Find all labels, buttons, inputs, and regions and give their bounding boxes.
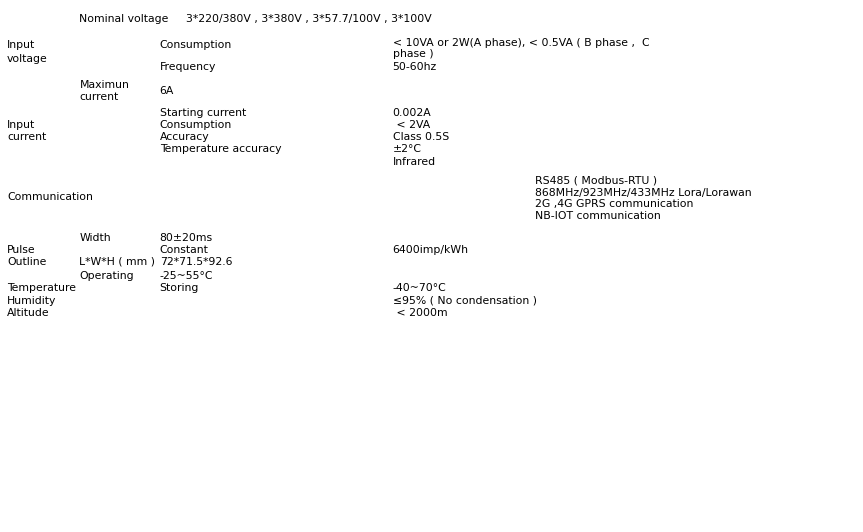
Text: Starting current: Starting current (160, 108, 246, 118)
Text: phase ): phase ) (393, 49, 433, 59)
Text: L*W*H ( mm ): L*W*H ( mm ) (79, 257, 155, 267)
Text: current: current (79, 92, 118, 102)
Text: current: current (7, 132, 46, 142)
Text: Frequency: Frequency (160, 62, 216, 71)
Text: Maximun: Maximun (79, 80, 129, 90)
Text: voltage: voltage (7, 54, 47, 63)
Text: 3*220/380V , 3*380V , 3*57.7/100V , 3*100V: 3*220/380V , 3*380V , 3*57.7/100V , 3*10… (186, 14, 432, 23)
Text: 50-60hz: 50-60hz (393, 62, 437, 71)
Text: NB-IOT communication: NB-IOT communication (535, 211, 661, 221)
Text: RS485 ( Modbus-RTU ): RS485 ( Modbus-RTU ) (535, 176, 658, 186)
Text: Input: Input (7, 120, 35, 130)
Text: Temperature accuracy: Temperature accuracy (160, 145, 281, 154)
Text: Infrared: Infrared (393, 157, 436, 167)
Text: Nominal voltage: Nominal voltage (79, 14, 169, 23)
Text: -40~70°C: -40~70°C (393, 284, 446, 293)
Text: Temperature: Temperature (7, 284, 76, 293)
Text: Humidity: Humidity (7, 296, 56, 305)
Text: Outline: Outline (7, 257, 47, 267)
Text: Communication: Communication (7, 192, 93, 202)
Text: Constant: Constant (160, 245, 209, 255)
Text: 72*71.5*92.6: 72*71.5*92.6 (160, 257, 232, 267)
Text: 80±20ms: 80±20ms (160, 234, 213, 243)
Text: 6A: 6A (160, 86, 174, 96)
Text: 6400imp/kWh: 6400imp/kWh (393, 245, 469, 255)
Text: ±2°C: ±2°C (393, 145, 422, 154)
Text: Class 0.5S: Class 0.5S (393, 132, 449, 142)
Text: Storing: Storing (160, 284, 199, 293)
Text: 868MHz/923MHz/433MHz Lora/Lorawan: 868MHz/923MHz/433MHz Lora/Lorawan (535, 188, 752, 197)
Text: Operating: Operating (79, 271, 134, 280)
Text: Altitude: Altitude (7, 308, 49, 318)
Text: Input: Input (7, 40, 35, 50)
Text: 2G ,4G GPRS communication: 2G ,4G GPRS communication (535, 200, 694, 209)
Text: < 2000m: < 2000m (393, 308, 447, 318)
Text: Consumption: Consumption (160, 40, 232, 50)
Text: ≤95% ( No condensation ): ≤95% ( No condensation ) (393, 296, 537, 305)
Text: Width: Width (79, 234, 111, 243)
Text: -25~55°C: -25~55°C (160, 271, 213, 280)
Text: < 10VA or 2W(A phase), < 0.5VA ( B phase ,  C: < 10VA or 2W(A phase), < 0.5VA ( B phase… (393, 38, 649, 47)
Text: Accuracy: Accuracy (160, 132, 210, 142)
Text: Consumption: Consumption (160, 120, 232, 130)
Text: 0.002A: 0.002A (393, 108, 432, 118)
Text: Pulse: Pulse (7, 245, 35, 255)
Text: < 2VA: < 2VA (393, 120, 430, 130)
